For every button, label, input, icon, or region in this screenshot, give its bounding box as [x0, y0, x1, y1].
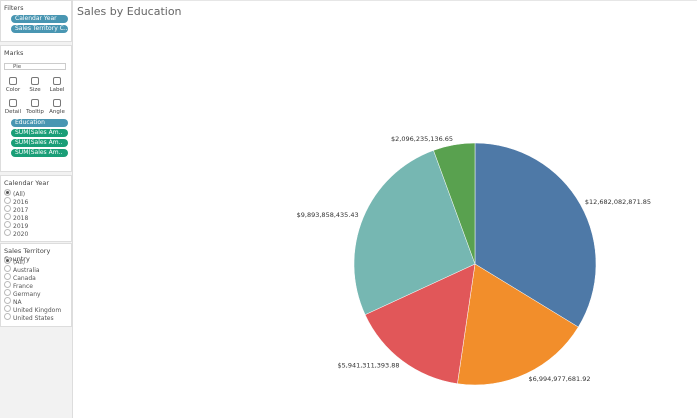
button-label: Color — [5, 87, 21, 93]
data-label: $2,096,235,136.65 — [391, 135, 453, 143]
sidebar: Filters Calendar Year Sales Territory C..… — [0, 0, 73, 418]
panel-title: Filters — [4, 4, 24, 12]
radio-option[interactable]: NA — [4, 297, 22, 306]
radio-option[interactable]: United States — [4, 313, 54, 322]
mark-pill[interactable]: SUM(Sales Am.. — [11, 149, 68, 157]
radio-option[interactable]: (All) — [4, 257, 25, 266]
button-label: Size — [29, 87, 41, 93]
button-label: Tooltip — [26, 109, 44, 115]
data-label: $12,682,082,871.85 — [585, 198, 651, 206]
chart-title: Sales by Education — [77, 5, 182, 18]
mark-button[interactable]: Angle — [47, 96, 67, 116]
radio-option[interactable]: 2019 — [4, 221, 28, 230]
panel-title: Marks — [4, 49, 24, 57]
button-label: Label — [49, 87, 65, 93]
option-label: Germany — [13, 291, 41, 298]
data-label: $5,941,311,393.88 — [338, 362, 400, 370]
mark-button[interactable]: Size — [25, 74, 45, 94]
filters-panel: Filters Calendar Year Sales Territory C.. — [0, 0, 72, 42]
mark-pill[interactable]: SUM(Sales Am.. — [11, 129, 68, 137]
radio-option[interactable]: Australia — [4, 265, 40, 274]
chart: Sales by Education $12,682,082,871.85 $6,… — [73, 0, 697, 386]
pie-slice — [364, 263, 476, 384]
panel-title: Sales Territory Country — [4, 247, 51, 263]
button-label: Detail — [4, 109, 22, 115]
option-label: Australia — [13, 267, 40, 274]
radio-option[interactable]: 2016 — [4, 197, 28, 206]
option-label: United States — [13, 315, 54, 322]
mark-button[interactable]: Detail — [3, 96, 23, 116]
pie-slice — [457, 263, 579, 386]
option-label: 2017 — [13, 207, 29, 214]
radio-option[interactable]: United Kingdom — [4, 305, 61, 314]
panel-title: Calendar Year — [4, 179, 50, 187]
mark-pill[interactable]: SUM(Sales Am.. — [11, 139, 68, 147]
mark-button[interactable]: Tooltip — [25, 96, 45, 116]
data-label: $6,994,977,681.92 — [528, 375, 590, 383]
mark-type-dropdown[interactable]: Pie — [4, 63, 66, 70]
button-label: Angle — [49, 109, 65, 115]
option-label: (All) — [13, 259, 26, 266]
option-label: (All) — [13, 191, 26, 198]
option-label: France — [13, 283, 33, 290]
country-panel: Sales Territory Country (All) Australia Ca… — [0, 243, 72, 327]
radio-option[interactable]: France — [4, 281, 33, 290]
mark-button[interactable]: Label — [47, 74, 67, 94]
calendar-year-panel: Calendar Year (All) 2016 2017 2018 2019 2020 — [0, 175, 72, 242]
option-label: Canada — [13, 275, 36, 282]
pie-slice — [474, 142, 597, 328]
radio-option[interactable]: Germany — [4, 289, 41, 298]
option-label: 2020 — [13, 231, 29, 238]
marks-panel: Marks Pie Color Size Label Detail Tooltip Ang… — [0, 45, 72, 172]
radio-option[interactable]: 2020 — [4, 229, 28, 238]
option-label: 2016 — [13, 199, 29, 206]
option-label: 2019 — [13, 223, 29, 230]
option-label: 2018 — [13, 215, 29, 222]
pie-slice — [433, 142, 476, 265]
mark-button[interactable]: Color — [3, 74, 23, 94]
radio-option[interactable]: (All) — [4, 189, 25, 198]
data-label: $9,893,858,435.43 — [297, 211, 359, 219]
filter-pill[interactable]: Calendar Year — [11, 15, 68, 23]
radio-option[interactable]: 2018 — [4, 213, 28, 222]
pie-slice — [353, 150, 476, 316]
mark-pill[interactable]: Education — [11, 119, 68, 127]
option-label: NA — [13, 299, 22, 306]
filter-pill[interactable]: Sales Territory C.. — [11, 25, 68, 33]
radio-option[interactable]: Canada — [4, 273, 36, 282]
option-label: United Kingdom — [13, 307, 62, 314]
radio-option[interactable]: 2017 — [4, 205, 28, 214]
